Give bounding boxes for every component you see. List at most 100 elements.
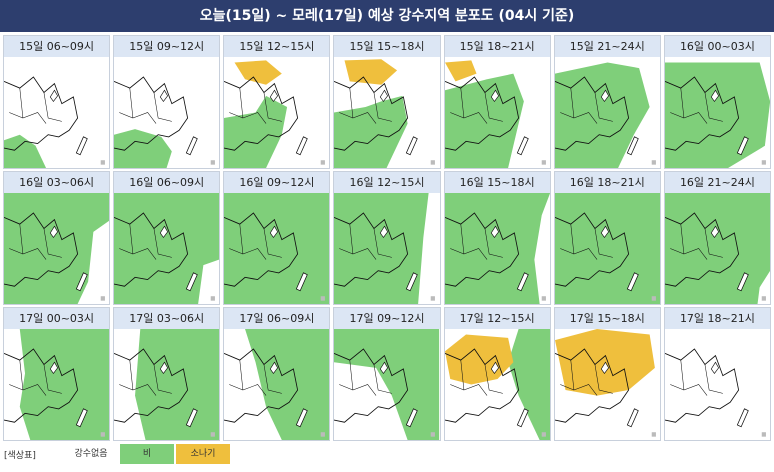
marker [541,296,546,301]
marker [321,432,326,437]
map-panel: 16일 21~24시 [663,171,771,305]
panel-label: 15일 21~24시 [554,36,660,57]
island [380,225,389,238]
island [710,361,719,374]
panel-label: 17일 03~06시 [114,308,220,329]
island [160,89,169,102]
rain-map [554,193,660,304]
rain-map [114,193,220,304]
island [736,272,749,292]
island [160,361,169,374]
rain-area [444,60,477,82]
rain-map [664,193,770,304]
marker [651,160,656,165]
island [736,136,749,156]
island [490,361,499,374]
boundary [559,360,613,396]
coastline [114,348,189,423]
island [296,272,309,292]
legend: [색상표] 강수없음 비 소나기 [4,444,230,464]
coastline [554,76,629,151]
rain-map [664,62,770,168]
panel-label: 15일 12~15시 [224,36,330,57]
marker [761,296,766,301]
rain-area [224,95,288,168]
island [185,136,198,156]
coastline [664,348,739,423]
panel-label: 16일 15~18시 [444,172,550,193]
map-panel: 17일 15~18시 [553,307,661,441]
rain-map [114,76,216,168]
rain-area [234,60,283,85]
boundary [559,224,613,260]
coastline [4,212,79,287]
panel-label: 17일 09~12시 [334,308,440,329]
island [406,272,419,292]
coastline [224,348,299,423]
island [75,408,88,428]
map-panel: 17일 18~21시 [663,307,771,441]
map-panel: 17일 03~06시 [113,307,221,441]
island [600,89,609,102]
marker [210,296,216,301]
panel-label: 17일 00~03시 [4,308,110,329]
rain-area [444,73,524,168]
marker [321,296,326,301]
rain-area [507,329,550,440]
map-panel: 15일 06~09시 [3,35,111,169]
rain-area [664,193,770,304]
rain-area [114,193,220,304]
map-panel: 16일 12~15시 [333,171,441,305]
coastline [114,76,189,151]
boundary [229,88,283,124]
coastline [444,76,519,151]
coastline [554,348,629,423]
island [75,272,88,292]
coastline [554,212,629,287]
panel-label: 15일 06~09시 [4,36,110,57]
map-panel: 15일 09~12시 [113,35,221,169]
marker [100,296,105,301]
rain-map [334,329,440,440]
panel-label: 16일 18~21시 [554,172,660,193]
island [406,408,419,428]
map-panel: 17일 00~03시 [3,307,111,441]
legend-item: 소나기 [176,444,230,464]
panel-label: 15일 18~21시 [444,36,550,57]
rain-area [19,329,110,440]
coastline [114,212,189,287]
coastline [444,212,519,287]
title: 오늘(15일) ~ 모레(17일) 예상 강수지역 분포도 (04시 기준) [0,0,774,32]
coastline [664,76,739,151]
rain-map [334,59,436,168]
island [490,89,499,102]
marker [651,296,656,301]
island [600,225,609,238]
boundary [9,224,62,260]
island [490,225,499,238]
island [380,89,389,102]
island [49,89,59,102]
panel-grid: 15일 06~09시 15일 09~12시 15일 12~15시 15일 15~18시… [3,35,771,441]
island [710,225,719,238]
island [270,89,279,102]
legend-label: [색상표] [4,450,36,461]
rain-area [554,193,660,304]
rain-area [444,193,550,304]
island [736,408,749,428]
rain-map [4,329,110,440]
island [626,408,639,428]
boundary [119,360,173,396]
coastline [224,212,299,287]
marker [431,432,436,437]
marker [431,160,436,165]
marker [541,432,546,437]
coastline [334,212,409,287]
rain-area [114,129,172,168]
marker [321,160,326,165]
boundary [119,224,173,260]
rain-area [334,329,440,440]
boundary [670,360,723,396]
panel-label: 16일 12~15시 [334,172,440,193]
